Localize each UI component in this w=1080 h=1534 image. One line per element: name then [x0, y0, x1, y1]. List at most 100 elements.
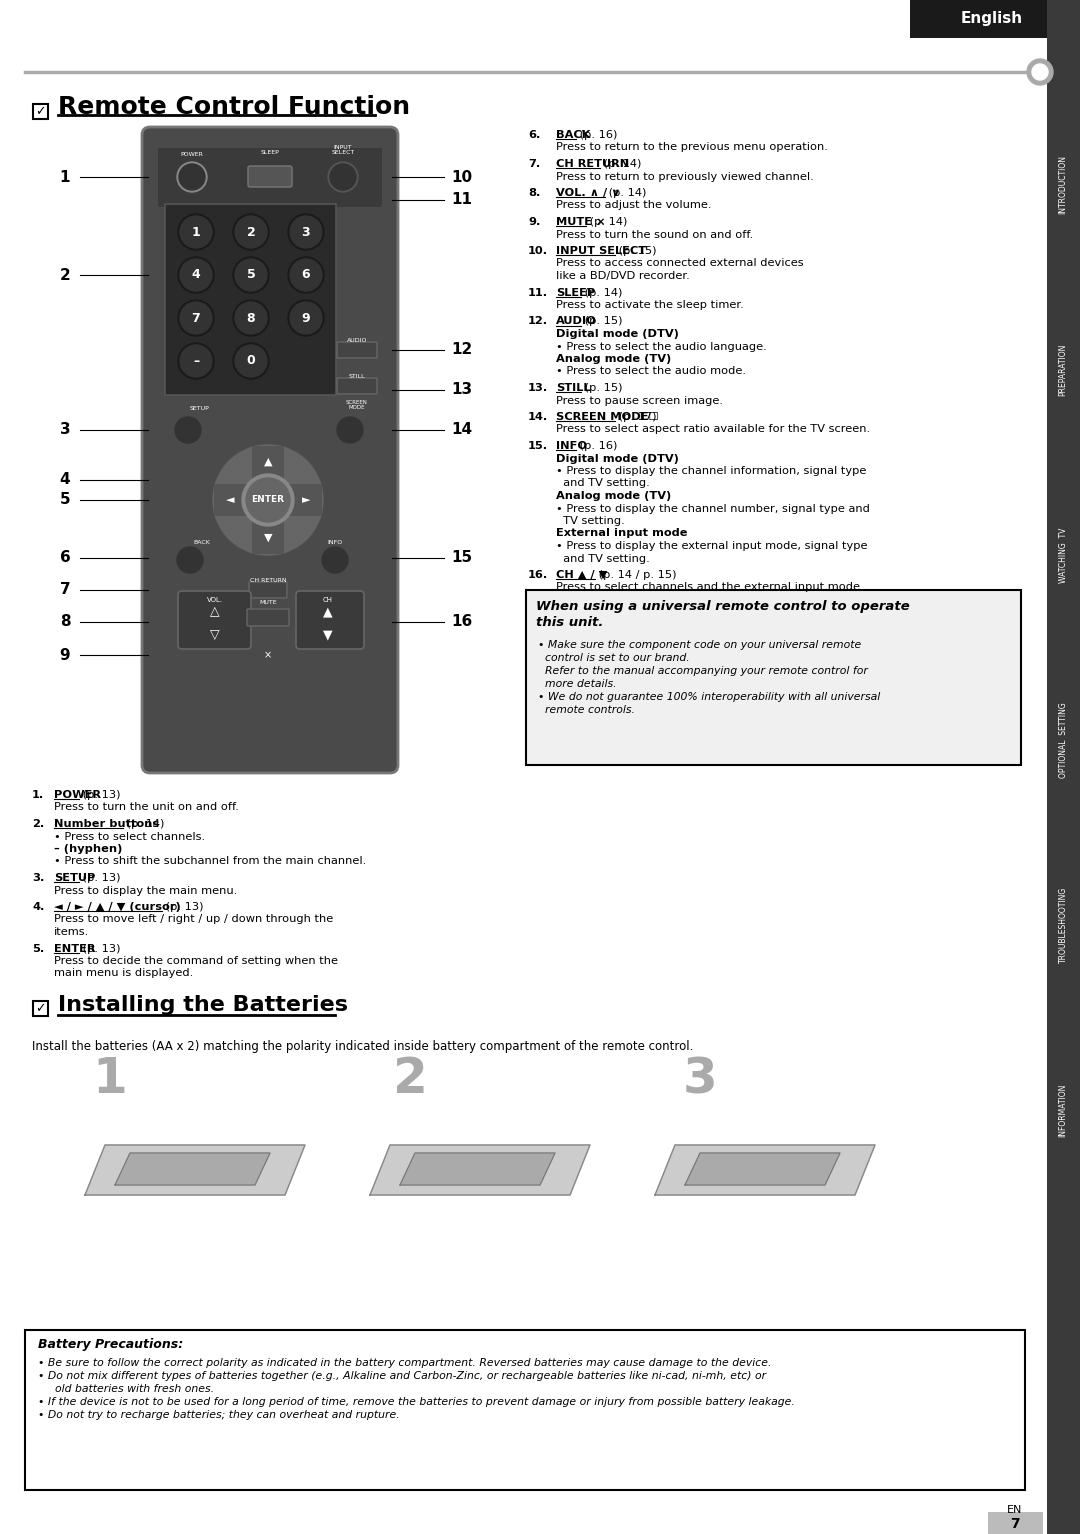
- Polygon shape: [654, 1144, 875, 1195]
- Text: 6: 6: [301, 268, 310, 282]
- Text: 13.: 13.: [528, 384, 549, 393]
- Circle shape: [177, 163, 207, 192]
- Text: 4.: 4.: [32, 902, 44, 913]
- Text: 13: 13: [451, 382, 473, 397]
- Text: Press to turn the unit on and off.: Press to turn the unit on and off.: [54, 802, 239, 813]
- Text: Press to return to previously viewed channel.: Press to return to previously viewed cha…: [556, 172, 813, 181]
- Text: ✓: ✓: [36, 1002, 45, 1016]
- Text: WATCHING  TV: WATCHING TV: [1058, 528, 1067, 583]
- Text: Press to return to the previous menu operation.: Press to return to the previous menu ope…: [556, 143, 828, 152]
- Text: • Press to display the channel number, signal type and: • Press to display the channel number, s…: [556, 503, 869, 514]
- Text: 5: 5: [59, 492, 70, 508]
- Circle shape: [235, 216, 267, 249]
- FancyBboxPatch shape: [337, 342, 377, 357]
- Text: English: English: [961, 11, 1023, 26]
- Text: Analog mode (TV): Analog mode (TV): [556, 354, 672, 364]
- FancyBboxPatch shape: [252, 446, 284, 479]
- Text: (p. 15): (p. 15): [615, 245, 657, 256]
- Text: –: –: [193, 354, 199, 368]
- FancyBboxPatch shape: [165, 204, 336, 394]
- Text: VOL.: VOL.: [207, 597, 224, 603]
- Text: 16.: 16.: [528, 571, 549, 580]
- Text: 15: 15: [451, 551, 473, 566]
- FancyBboxPatch shape: [291, 485, 322, 515]
- Text: • Press to select channels.: • Press to select channels.: [54, 831, 205, 842]
- Text: 11.: 11.: [528, 287, 549, 298]
- Text: SCREEN MODE☐: SCREEN MODE☐: [556, 413, 659, 422]
- Polygon shape: [370, 1144, 590, 1195]
- Text: ◄: ◄: [226, 495, 234, 505]
- Text: • Be sure to follow the correct polarity as indicated in the battery compartment: • Be sure to follow the correct polarity…: [38, 1358, 771, 1368]
- Text: 5.: 5.: [32, 943, 44, 954]
- Circle shape: [175, 417, 201, 443]
- Text: ▲: ▲: [323, 606, 333, 618]
- Circle shape: [178, 344, 214, 379]
- Polygon shape: [114, 1154, 270, 1184]
- FancyBboxPatch shape: [178, 591, 251, 649]
- Text: INPUT SELECT: INPUT SELECT: [556, 245, 646, 256]
- Bar: [33, 104, 48, 120]
- Circle shape: [242, 474, 294, 526]
- Text: (p. 17): (p. 17): [615, 413, 657, 422]
- Circle shape: [1027, 58, 1053, 84]
- Text: SETUP: SETUP: [190, 407, 210, 411]
- Text: • Do not try to recharge batteries; they can overheat and rupture.: • Do not try to recharge batteries; they…: [38, 1410, 400, 1420]
- Bar: [988, 1513, 1043, 1534]
- Text: EN: EN: [1008, 1505, 1023, 1516]
- Text: 1: 1: [191, 225, 201, 238]
- Text: Analog mode (TV): Analog mode (TV): [556, 491, 672, 502]
- Text: Install the batteries (AA x 2) matching the polarity indicated inside battery co: Install the batteries (AA x 2) matching …: [32, 1040, 693, 1052]
- Text: Installing the Batteries: Installing the Batteries: [58, 996, 348, 1016]
- Circle shape: [337, 417, 363, 443]
- Text: 6.: 6.: [528, 130, 540, 140]
- Bar: [526, 591, 1021, 765]
- Circle shape: [178, 301, 214, 336]
- Circle shape: [246, 479, 291, 522]
- Text: 9.: 9.: [528, 216, 540, 227]
- Circle shape: [291, 302, 322, 334]
- Text: 3: 3: [301, 225, 310, 238]
- Text: SETUP: SETUP: [54, 873, 95, 884]
- Text: 12: 12: [451, 342, 473, 357]
- Text: • Press to select the audio mode.: • Press to select the audio mode.: [556, 367, 746, 376]
- Circle shape: [180, 216, 212, 249]
- Text: Press to select aspect ratio available for the TV screen.: Press to select aspect ratio available f…: [556, 425, 870, 434]
- Text: (p. 13): (p. 13): [162, 902, 204, 913]
- Text: 2: 2: [59, 267, 70, 282]
- Text: ◄ / ► / ▲ / ▼ (cursor): ◄ / ► / ▲ / ▼ (cursor): [54, 902, 180, 913]
- Text: SLEEP: SLEEP: [260, 150, 280, 155]
- Text: (p. 16): (p. 16): [576, 130, 617, 140]
- Text: △: △: [211, 606, 220, 618]
- Text: Press to turn the sound on and off.: Press to turn the sound on and off.: [556, 230, 753, 239]
- Circle shape: [233, 215, 269, 250]
- Text: 14: 14: [451, 422, 473, 437]
- Text: 9: 9: [301, 311, 310, 325]
- Text: 12.: 12.: [528, 316, 549, 327]
- Text: and TV setting.: and TV setting.: [556, 479, 650, 488]
- Text: INPUT
SELECT: INPUT SELECT: [332, 144, 354, 155]
- Text: Press to decide the command of setting when the: Press to decide the command of setting w…: [54, 956, 338, 966]
- Circle shape: [235, 345, 267, 377]
- Text: TV setting.: TV setting.: [556, 515, 624, 526]
- Text: 10: 10: [451, 169, 473, 184]
- Text: 0: 0: [246, 354, 255, 368]
- Text: CH RETURN: CH RETURN: [249, 577, 286, 583]
- Circle shape: [179, 164, 205, 190]
- Bar: [1047, 0, 1080, 1534]
- Text: Press to display the main menu.: Press to display the main menu.: [54, 885, 238, 896]
- Text: (p. 15): (p. 15): [581, 384, 622, 393]
- Text: • Press to shift the subchannel from the main channel.: • Press to shift the subchannel from the…: [54, 856, 366, 867]
- Text: BACK: BACK: [556, 130, 591, 140]
- Text: INTRODUCTION: INTRODUCTION: [1058, 155, 1067, 215]
- Circle shape: [330, 164, 356, 190]
- Text: (p. 13): (p. 13): [79, 873, 120, 884]
- Circle shape: [233, 258, 269, 293]
- Text: 1: 1: [59, 169, 70, 184]
- Text: 11: 11: [451, 192, 473, 207]
- Text: POWER: POWER: [54, 790, 102, 801]
- Text: ▽: ▽: [211, 629, 220, 641]
- Text: Remote Control Function: Remote Control Function: [58, 95, 410, 120]
- Text: SLEEP: SLEEP: [556, 287, 595, 298]
- Text: 10.: 10.: [528, 245, 549, 256]
- Circle shape: [180, 302, 212, 334]
